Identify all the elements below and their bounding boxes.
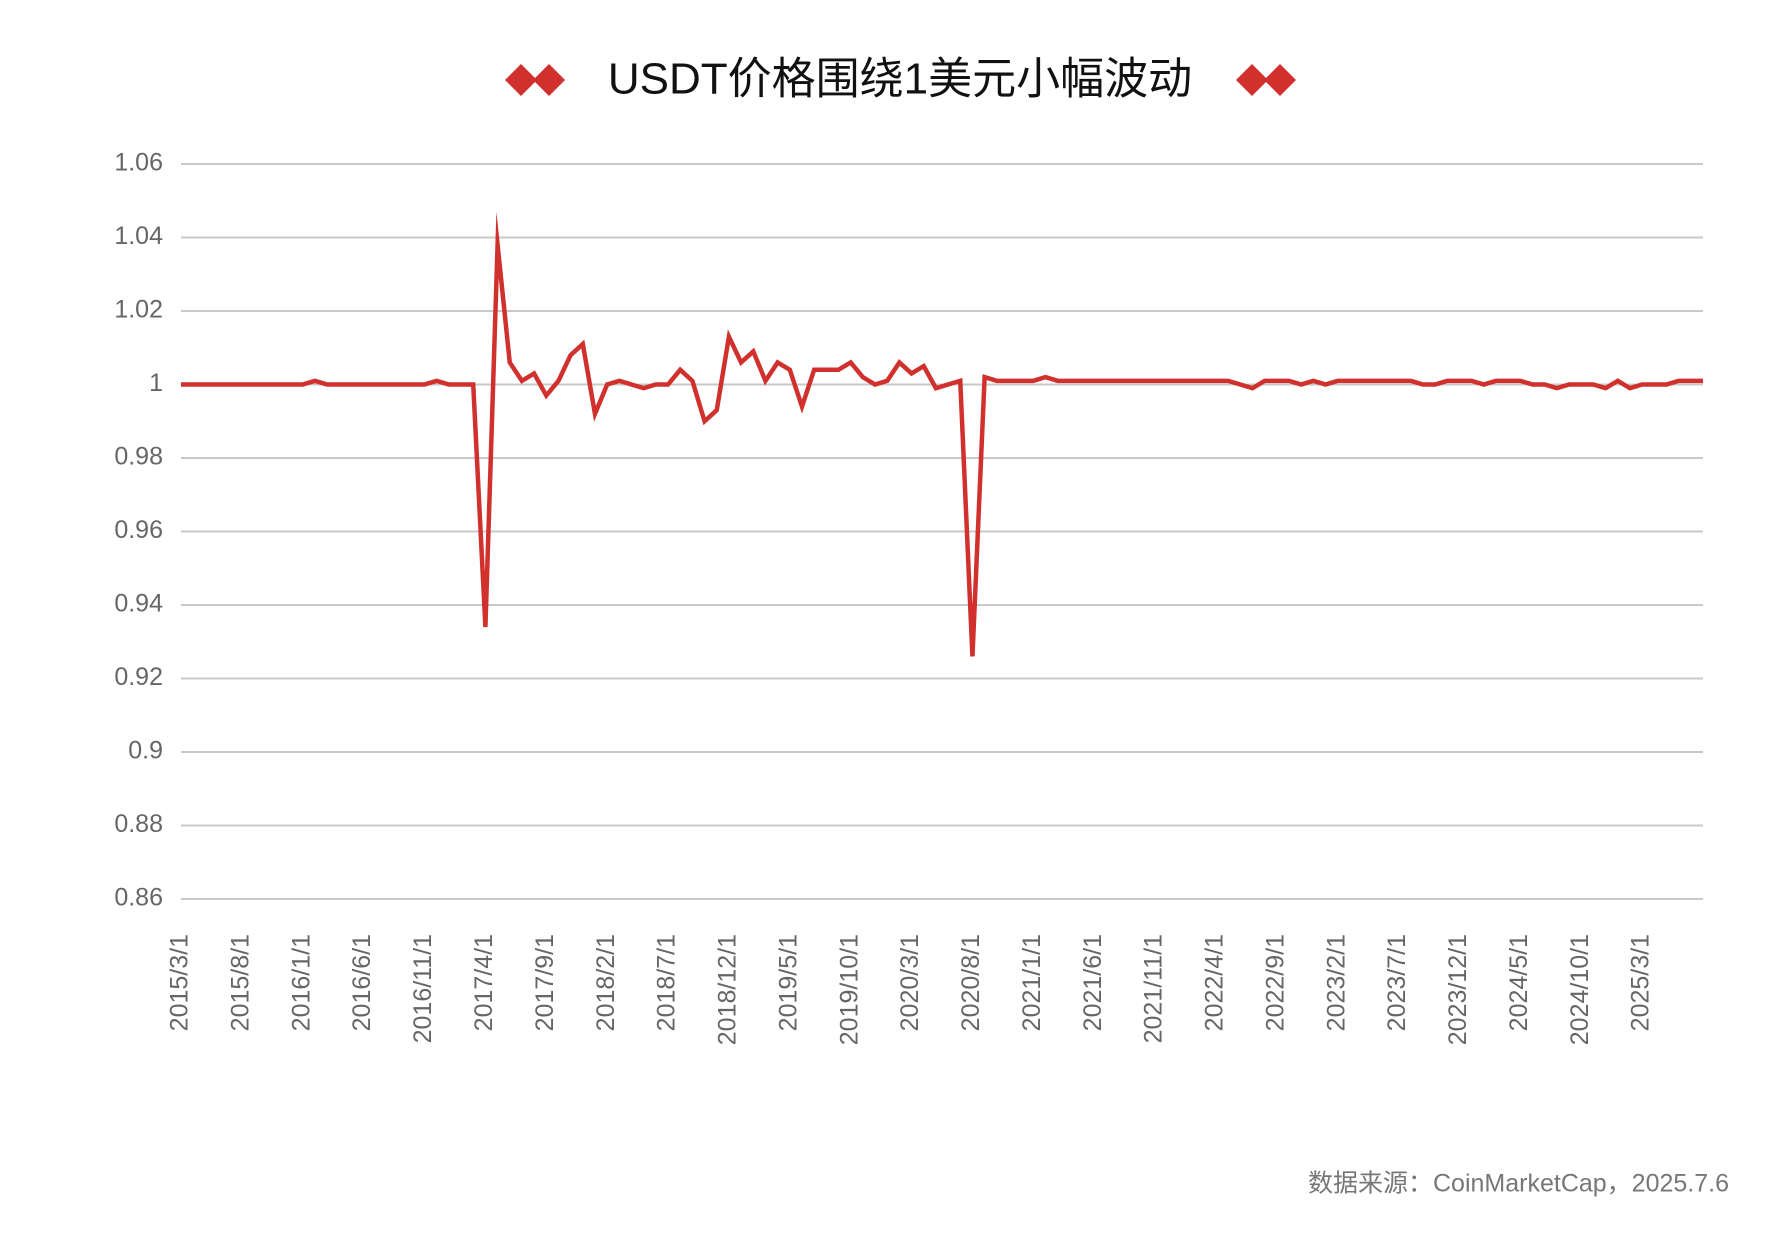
x-tick-label: 2016/11/1 [409, 934, 437, 1043]
price-line [181, 211, 1703, 657]
y-tick-label: 1 [149, 369, 163, 397]
y-tick-label: 1.04 [114, 222, 163, 250]
y-tick-label: 0.86 [114, 884, 163, 912]
y-tick-label: 1.06 [114, 149, 163, 177]
x-tick-label: 2018/7/1 [653, 934, 681, 1031]
y-tick-label: 0.88 [114, 810, 163, 838]
x-tick-label: 2020/8/1 [957, 934, 985, 1031]
x-tick-label: 2023/12/1 [1444, 934, 1472, 1045]
x-tick-label: 2016/1/1 [287, 934, 315, 1031]
title-ornament [533, 64, 565, 96]
x-tick-label: 2017/9/1 [531, 934, 559, 1031]
x-tick-label: 2021/1/1 [1018, 934, 1046, 1031]
x-tick-label: 2016/6/1 [348, 934, 376, 1031]
y-tick-label: 0.94 [114, 590, 163, 618]
y-tick-label: 1.02 [114, 296, 163, 324]
x-tick-label: 2018/12/1 [714, 934, 742, 1045]
y-tick-label: 0.92 [114, 663, 163, 691]
x-tick-label: 2023/7/1 [1383, 934, 1411, 1031]
title-ornament [505, 64, 537, 96]
y-tick-label: 0.96 [114, 516, 163, 544]
x-tick-label: 2025/3/1 [1627, 934, 1655, 1031]
chart-title: USDT价格围绕1美元小幅波动 [608, 55, 1192, 104]
x-tick-label: 2024/10/1 [1566, 934, 1594, 1045]
x-tick-label: 2015/8/1 [226, 934, 254, 1031]
x-tick-label: 2015/3/1 [166, 934, 194, 1031]
x-tick-label: 2022/9/1 [1261, 934, 1289, 1031]
x-tick-label: 2021/6/1 [1079, 934, 1107, 1031]
x-tick-label: 2018/2/1 [592, 934, 620, 1031]
x-tick-label: 2019/10/1 [835, 934, 863, 1045]
title-ornament [1236, 64, 1268, 96]
x-tick-label: 2022/4/1 [1201, 934, 1229, 1031]
y-tick-label: 0.9 [128, 737, 163, 765]
x-tick-label: 2020/3/1 [896, 934, 924, 1031]
x-tick-label: 2021/11/1 [1140, 934, 1168, 1043]
title-ornament [1264, 64, 1296, 96]
x-tick-label: 2023/2/1 [1322, 934, 1350, 1031]
y-tick-label: 0.98 [114, 443, 163, 471]
source-note: 数据来源：CoinMarketCap，2025.7.6 [1308, 1170, 1729, 1198]
x-tick-label: 2024/5/1 [1505, 934, 1533, 1031]
x-tick-label: 2017/4/1 [470, 934, 498, 1031]
x-tick-label: 2019/5/1 [774, 934, 802, 1031]
